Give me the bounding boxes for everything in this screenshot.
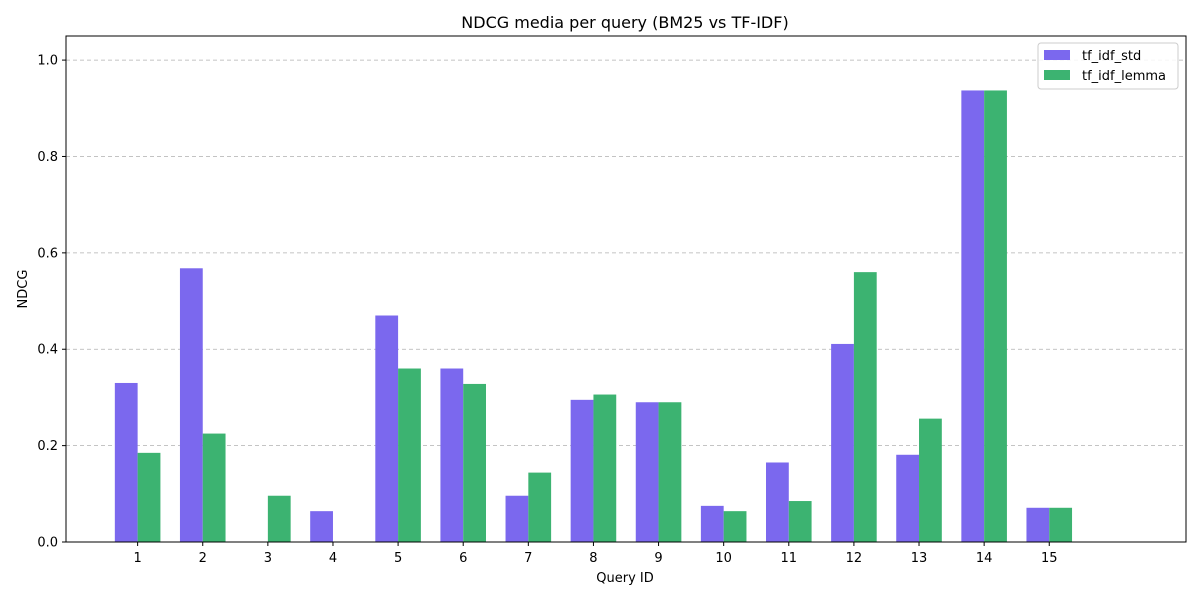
bar-tf_idf_lemma-q6 xyxy=(463,383,486,542)
x-tick-label: 2 xyxy=(199,551,207,566)
x-tick-label: 7 xyxy=(524,551,532,566)
bar-tf_idf_lemma-q3 xyxy=(267,495,291,542)
axes: 0.00.20.40.60.81.01 2 3 4 5 6 7 8 9 10 11 12 13 14 15 xyxy=(37,35,1187,566)
bar-tf_idf_std-q11 xyxy=(766,462,789,542)
bar-tf_idf_std-q13 xyxy=(896,454,920,542)
bar-tf_idf_std-q9 xyxy=(635,402,659,542)
chart-title: NDCG media per query (BM25 vs TF-IDF) xyxy=(461,13,788,32)
y-tick-label: 0.6 xyxy=(37,246,58,261)
bar-tf_idf_std-q4 xyxy=(310,511,333,542)
y-tick-label: 1.0 xyxy=(37,54,58,69)
x-tick-label: 13 xyxy=(911,551,928,566)
x-axis-title: Query ID xyxy=(596,571,653,586)
legend-swatch-tf_idf_lemma xyxy=(1044,70,1070,80)
x-tick-label: 11 xyxy=(781,551,798,566)
bar-tf_idf_std-q2 xyxy=(179,268,203,542)
bar-tf_idf_std-q5 xyxy=(375,315,399,542)
y-axis-title: NDCG xyxy=(16,270,31,309)
y-tick-label: 0.0 xyxy=(37,536,58,551)
bar-tf_idf_lemma-q1 xyxy=(137,452,161,542)
bar-tf_idf_lemma-q12 xyxy=(853,272,877,542)
bar-tf_idf_std-q10 xyxy=(700,505,724,542)
x-tick-label: 15 xyxy=(1041,551,1058,566)
x-tick-label: 12 xyxy=(846,551,863,566)
y-tick-label: 0.8 xyxy=(37,150,58,165)
x-tick-label: 5 xyxy=(394,551,402,566)
bar-tf_idf_lemma-q8 xyxy=(593,394,617,542)
y-tick-label: 0.2 xyxy=(37,439,58,454)
bar-tf_idf_lemma-q9 xyxy=(658,402,682,542)
x-tick-label: 1 xyxy=(133,551,141,566)
x-tick-label: 8 xyxy=(589,551,597,566)
bar-tf_idf_lemma-q7 xyxy=(528,472,552,542)
bar-tf_idf_std-q7 xyxy=(505,495,529,542)
x-tick-label: 4 xyxy=(329,551,337,566)
bar-tf_idf_lemma-q15 xyxy=(1049,507,1073,542)
bar-tf_idf_std-q14 xyxy=(961,90,985,543)
legend-box xyxy=(1037,42,1179,90)
y-tick-label: 0.4 xyxy=(37,343,58,358)
bar-tf_idf_lemma-q14 xyxy=(984,90,1007,543)
x-tick-label: 14 xyxy=(976,551,993,566)
x-tick-label: 3 xyxy=(264,551,272,566)
legend: tf_idf_std tf_idf_lemma xyxy=(1037,42,1179,90)
gridlines xyxy=(66,59,1186,447)
bar-tf_idf_std-q6 xyxy=(440,368,464,542)
bar-tf_idf_std-q12 xyxy=(831,343,854,542)
x-tick-label: 9 xyxy=(654,551,662,566)
bar-tf_idf_lemma-q5 xyxy=(398,368,421,542)
legend-swatch-tf_idf_std xyxy=(1044,50,1070,60)
bar-tf_idf_lemma-q10 xyxy=(723,511,747,542)
bar-tf_idf_lemma-q2 xyxy=(202,433,226,542)
bar-tf_idf_std-q1 xyxy=(114,382,138,542)
bar-tf_idf_std-q15 xyxy=(1026,507,1050,542)
x-tick-label: 10 xyxy=(715,551,732,566)
plot-frame xyxy=(65,35,1187,543)
bars xyxy=(114,90,1073,543)
legend-label-tf_idf_lemma: tf_idf_lemma xyxy=(1082,69,1166,84)
bar-tf_idf_lemma-q11 xyxy=(788,501,812,542)
bar-tf_idf_std-q8 xyxy=(570,399,594,542)
bar-tf_idf_lemma-q13 xyxy=(919,418,942,542)
x-tick-label: 6 xyxy=(459,551,467,566)
legend-label-tf_idf_std: tf_idf_std xyxy=(1082,49,1141,64)
